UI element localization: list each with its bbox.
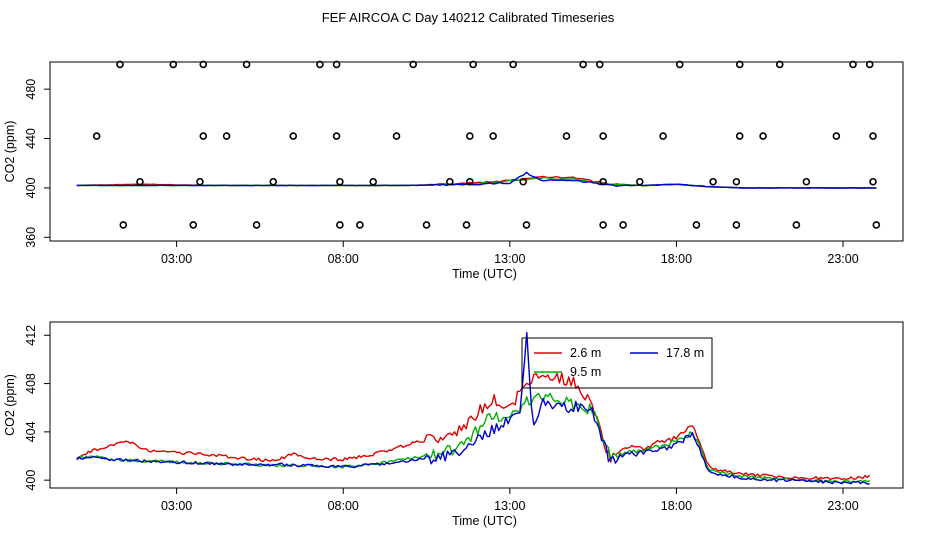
calibration-point <box>356 221 364 229</box>
calibration-point <box>869 177 877 186</box>
calibration-point <box>196 177 204 186</box>
calibration-point <box>519 177 527 186</box>
x-tick-label: 08:00 <box>328 499 359 513</box>
calibration-point <box>775 60 784 69</box>
y-tick-label: 400 <box>24 470 38 491</box>
x-tick-label: 18:00 <box>661 252 692 266</box>
x-tick-label: 03:00 <box>161 499 192 513</box>
calibration-point <box>199 132 208 140</box>
y-tick-label: 360 <box>24 227 38 248</box>
calibration-point <box>872 221 881 229</box>
calibration-point <box>599 132 607 140</box>
calibration-point <box>849 60 857 69</box>
y-tick-label: 440 <box>24 128 38 149</box>
calibration-point <box>369 177 378 186</box>
calibration-point <box>599 177 607 186</box>
series-line-17-8-m <box>76 331 870 485</box>
calibration-point <box>832 132 841 140</box>
calibration-point <box>619 221 627 229</box>
y-axis-label: CO2 (ppm) <box>3 121 17 183</box>
calibration-point <box>336 177 344 186</box>
calibration-point <box>466 132 474 140</box>
calibration-point <box>869 132 877 140</box>
calibration-point <box>392 132 401 140</box>
calibration-point <box>466 177 474 186</box>
series-line-2-6-m <box>76 372 871 481</box>
legend-box <box>521 337 713 389</box>
calibration-point <box>635 177 644 186</box>
x-axis-label: Time (UTC) <box>452 267 517 281</box>
x-tick-label: 23:00 <box>827 499 858 513</box>
y-tick-label: 480 <box>24 79 38 100</box>
series-line-17-8-m <box>76 171 877 189</box>
legend-label: 2.6 m <box>570 346 601 360</box>
calibration-point <box>119 221 128 229</box>
x-tick-label: 13:00 <box>494 499 525 513</box>
calibration-point <box>409 60 417 69</box>
calibration-point <box>462 221 471 229</box>
figure-title: FEF AIRCOA C Day 140212 Calibrated Times… <box>322 10 615 25</box>
calibration-point <box>735 60 744 69</box>
calibration-point <box>222 132 231 140</box>
x-tick-label: 23:00 <box>827 252 858 266</box>
calibration-point <box>252 221 261 229</box>
calibration-point <box>189 221 198 229</box>
calibration-point <box>332 60 341 69</box>
calibration-point <box>509 60 517 69</box>
calibration-point <box>136 177 144 186</box>
y-tick-label: 404 <box>24 421 38 442</box>
calibration-point <box>92 132 101 140</box>
calibration-point <box>579 60 587 69</box>
calibration-point <box>562 132 571 140</box>
y-axis-label: CO2 (ppm) <box>3 374 17 436</box>
calibration-point <box>446 177 454 186</box>
calibration-point <box>332 132 341 140</box>
calibration-point <box>469 60 477 69</box>
calibration-point <box>802 177 811 186</box>
calibration-point <box>865 60 874 69</box>
calibration-point <box>169 60 178 69</box>
x-tick-label: 13:00 <box>494 252 525 266</box>
legend-label: 17.8 m <box>666 346 704 360</box>
x-tick-label: 08:00 <box>328 252 359 266</box>
calibration-point <box>709 177 717 186</box>
calibration-point <box>692 221 701 229</box>
panel-1: 03:00 08:00 13:00 18:00 23:00 360 400 440 480 Tim… <box>3 60 904 281</box>
calibration-point <box>732 221 741 229</box>
calibration-point <box>199 60 208 69</box>
calibration-point <box>595 60 604 69</box>
calibration-point <box>759 132 767 140</box>
legend: 2.6 m 9.5 m 17.8 m <box>521 337 713 389</box>
x-axis-label: Time (UTC) <box>452 514 517 528</box>
calibration-point <box>289 132 298 140</box>
calibration-point <box>599 221 607 229</box>
plot-area <box>76 171 877 189</box>
calibration-point <box>735 132 744 140</box>
panel-2: 03:00 08:00 13:00 18:00 23:00 400 404 408 412 Tim… <box>3 321 904 528</box>
calibration-point <box>269 177 278 186</box>
y-tick-label: 408 <box>24 373 38 394</box>
calibration-point <box>336 221 344 229</box>
calibration-point <box>659 132 667 140</box>
calibration-point <box>116 60 124 69</box>
calibration-point <box>316 60 324 69</box>
y-tick-label: 400 <box>24 177 38 198</box>
calibration-point <box>732 177 741 186</box>
calibration-point <box>489 132 497 140</box>
plot-frame <box>49 61 904 242</box>
x-tick-label: 03:00 <box>161 252 192 266</box>
calibration-point <box>422 221 431 229</box>
plot-frame <box>49 321 904 489</box>
y-tick-label: 412 <box>24 325 38 346</box>
calibration-point <box>242 60 251 69</box>
x-tick-label: 18:00 <box>661 499 692 513</box>
legend-label: 9.5 m <box>570 365 601 379</box>
plot-area <box>76 331 871 485</box>
calibration-point <box>792 221 801 229</box>
calibration-point <box>675 60 684 69</box>
calibration-point <box>522 221 531 229</box>
